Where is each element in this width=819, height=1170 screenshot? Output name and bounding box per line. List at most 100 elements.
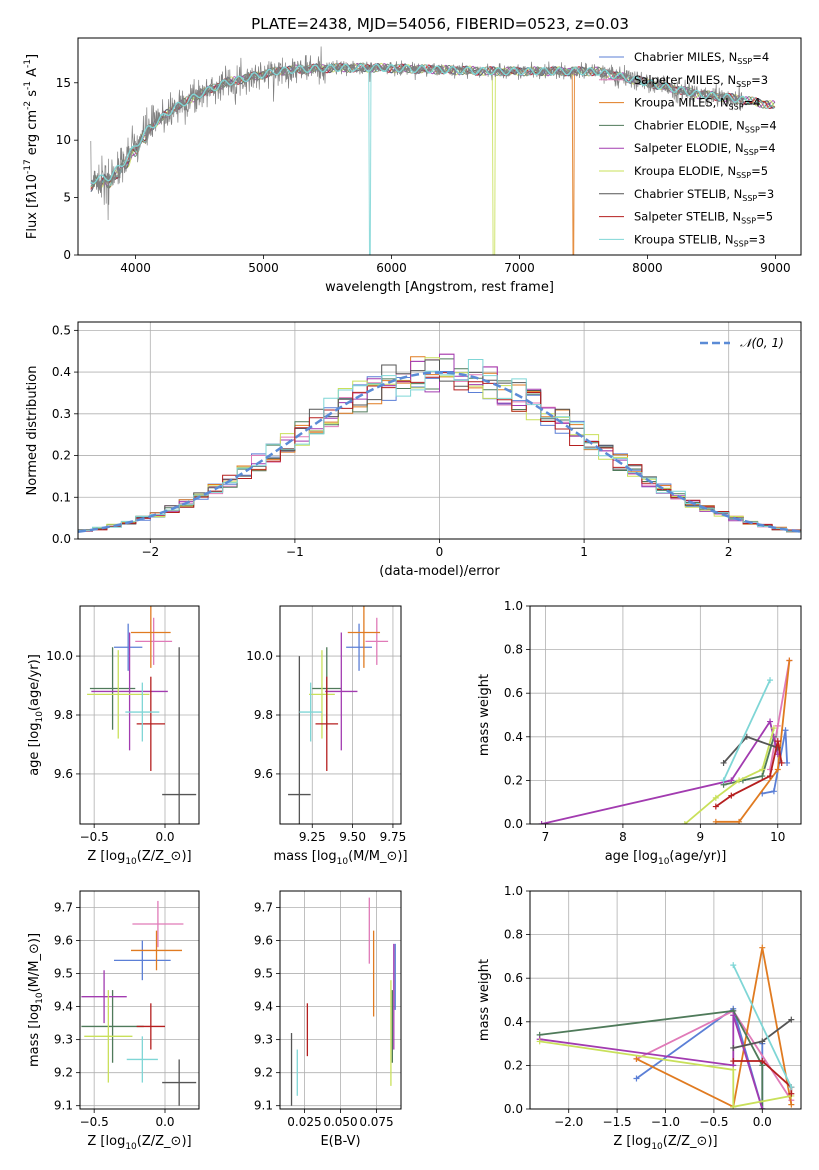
normal-reference-curve [78, 371, 801, 533]
x-tick-label: −2 [141, 545, 159, 559]
x-tick-label: 8000 [632, 261, 663, 275]
x-tick-label: 4000 [120, 261, 151, 275]
x-tick-label: 9 [697, 830, 705, 844]
errorbar-point [87, 650, 150, 739]
weight-point-marker [736, 777, 743, 784]
errorbar-point [299, 682, 322, 742]
weight-point-marker [788, 1101, 795, 1108]
y-tick-label: 9.1 [54, 1099, 73, 1113]
weight-point-marker [728, 792, 735, 799]
weight-point-marker [759, 1058, 766, 1065]
errorbar-point [136, 676, 165, 771]
y-tick-label: 0.6 [504, 686, 523, 700]
weight-point-marker [730, 1012, 737, 1019]
axes-frame [529, 605, 802, 825]
y-tick-label: 9.8 [54, 708, 73, 722]
y-tick-label: 9.1 [254, 1099, 273, 1113]
kroupa-stelib-line [90, 63, 751, 185]
y-tick-label: 15 [56, 76, 71, 90]
weight-point-marker [536, 1038, 543, 1045]
weight-series-line [541, 719, 779, 824]
x-tick-label: 10 [770, 830, 785, 844]
weight-point-marker [759, 1038, 766, 1045]
weight-point-marker [538, 821, 545, 824]
weight-point-marker [728, 777, 735, 784]
y-tick-label: 9.2 [254, 1066, 273, 1080]
weight-point-marker [770, 725, 777, 732]
model-lines [90, 46, 776, 255]
weight-point-marker [778, 759, 785, 766]
weight-point-marker [788, 1090, 795, 1097]
axes-frame [77, 37, 802, 256]
y-tick-label: 0.8 [504, 643, 523, 657]
x-tick-label: −2.0 [554, 1115, 583, 1129]
x-axis-label: Z [log10​(Z/Z_⊙)] [87, 1134, 191, 1152]
x-axis-label: Z [log10​(Z/Z_⊙)] [613, 1134, 717, 1152]
x-tick-label: 9.25 [299, 830, 326, 844]
residuals-legend: 𝒩(0, 1) [700, 336, 784, 350]
weight-point-marker [730, 962, 737, 969]
y-tick-label: 9.3 [54, 1033, 73, 1047]
y-tick-label: 10 [56, 133, 71, 147]
errorbar-point [136, 1003, 165, 1050]
x-tick-label: 2 [725, 545, 733, 559]
y-tick-label: 9.4 [54, 1000, 73, 1014]
weight-point-marker [774, 722, 781, 729]
y-tick-label: 9.8 [254, 708, 273, 722]
x-tick-label: −1 [286, 545, 304, 559]
axes-frame [79, 890, 200, 1110]
histograms [78, 353, 801, 539]
x-axis-label: Z [log10​(Z/Z_⊙)] [87, 849, 191, 867]
weight-point-marker [681, 821, 688, 824]
y-tick-label: 1.0 [504, 884, 523, 898]
y-tick-label: 1.0 [504, 599, 523, 613]
weight-point-marker [774, 766, 781, 773]
weight-series-line [715, 660, 791, 823]
errorbar-point [132, 900, 184, 948]
weight-series-line [762, 730, 788, 795]
errorbar-point [325, 632, 358, 751]
x-tick-label: −0.5 [699, 1115, 728, 1129]
weight-series-line [539, 1009, 764, 1109]
weight-point-marker [712, 794, 719, 801]
axes-frame [77, 321, 802, 540]
x-tick-label: −0.5 [80, 830, 109, 844]
legend-label: Salpeter MILES, NSSP=3 [634, 73, 768, 89]
weight-point-marker [730, 1044, 737, 1051]
y-tick-label: 0.2 [504, 773, 523, 787]
y-tick-label: 0.0 [504, 817, 523, 831]
weight-point-marker [782, 727, 789, 734]
weight-vs-Z-panel: −2.0 −1.5 −1.0 −0.5 0.0 0.0 0.2 0.4 0.6 0.8 1.0 Z [… [477, 884, 802, 1152]
y-tick-label: 9.4 [254, 1000, 273, 1014]
x-tick-label: 7000 [504, 261, 535, 275]
x-tick-label: −0.5 [80, 1115, 109, 1129]
age-vs-Z-panel: −0.5 0.0 9.6 9.8 10.0 Z [log10​(Z/Z_⊙)] age [l… [27, 605, 200, 867]
weight-point-marker [759, 773, 766, 780]
x-tick-label: 1 [580, 545, 588, 559]
x-axis-label: E(B-V) [320, 1134, 360, 1149]
x-tick-label: 6000 [376, 261, 407, 275]
mass-vs-ebv-panel: 0.025 0.050 0.075 9.1 9.2 9.3 9.4 9.5 9.6 9.7 E(B-… [254, 890, 402, 1149]
weight-series-line [722, 679, 771, 781]
weight-point-marker [759, 1106, 766, 1109]
y-tick-label: 9.3 [254, 1033, 273, 1047]
weight-series-line [539, 1040, 792, 1108]
y-tick-label: 0.2 [52, 449, 71, 463]
weight-point-marker [788, 1016, 795, 1023]
errorbar-point [114, 623, 143, 671]
weight-series-line [732, 964, 793, 1088]
weight-point-marker [633, 1075, 640, 1082]
y-tick-label: 0.6 [504, 971, 523, 985]
y-axis-label: age [log10​(age/yr)] [27, 654, 45, 776]
y-tick-label: 0.2 [504, 1058, 523, 1072]
legend-label: Chabrier MILES, NSSP=4 [634, 50, 769, 66]
legend-label: Kroupa STELIB, NSSP=3 [634, 232, 765, 248]
errorbar-point [81, 990, 144, 1063]
y-tick-label: 0.4 [504, 1015, 523, 1029]
errorbars [81, 900, 197, 1106]
x-tick-label: 9.75 [380, 830, 407, 844]
x-tick-label: 5000 [248, 261, 279, 275]
weight-point-marker [720, 759, 727, 766]
y-axis-label: mass weight [477, 959, 492, 1041]
errorbars [290, 897, 396, 1106]
